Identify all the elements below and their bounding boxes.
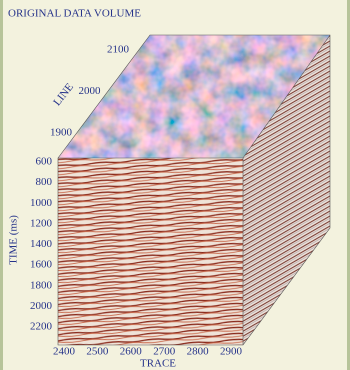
trace-tick-label: 2600: [120, 346, 143, 358]
time-tick-label: 600: [36, 156, 53, 168]
trace-tick-label: 2700: [153, 346, 176, 358]
time-tick-label: 800: [36, 176, 53, 188]
trace-tick-label: 2800: [187, 346, 210, 358]
time-axis-label: TIME (ms): [8, 215, 20, 265]
trace-tick-label: 2500: [86, 346, 109, 358]
time-tick-label: 1000: [30, 197, 53, 209]
time-tick-label: 1600: [30, 259, 53, 271]
trace-tick-label: 2400: [53, 346, 76, 358]
border: [0, 0, 3, 370]
line-axis-label: LINE: [51, 81, 76, 108]
line-tick-label: 2000: [79, 85, 102, 97]
time-tick-label: 2000: [30, 300, 53, 312]
time-tick-label: 2200: [30, 321, 53, 333]
title: ORIGINAL DATA VOLUME: [8, 8, 141, 20]
trace-axis-label: TRACE: [140, 358, 176, 370]
seismic-volume-figure: ORIGINAL DATA VOLUME TRACE TIME (ms) LIN…: [0, 0, 350, 370]
line-tick-label: 2100: [107, 44, 130, 56]
trace-tick-label: 2900: [220, 346, 243, 358]
time-tick-label: 1800: [30, 279, 53, 291]
time-tick-label: 1200: [30, 217, 53, 229]
line-tick-label: 1900: [50, 127, 73, 139]
front-face: [58, 158, 243, 345]
cube: [58, 35, 330, 345]
time-tick-label: 1400: [30, 238, 53, 250]
